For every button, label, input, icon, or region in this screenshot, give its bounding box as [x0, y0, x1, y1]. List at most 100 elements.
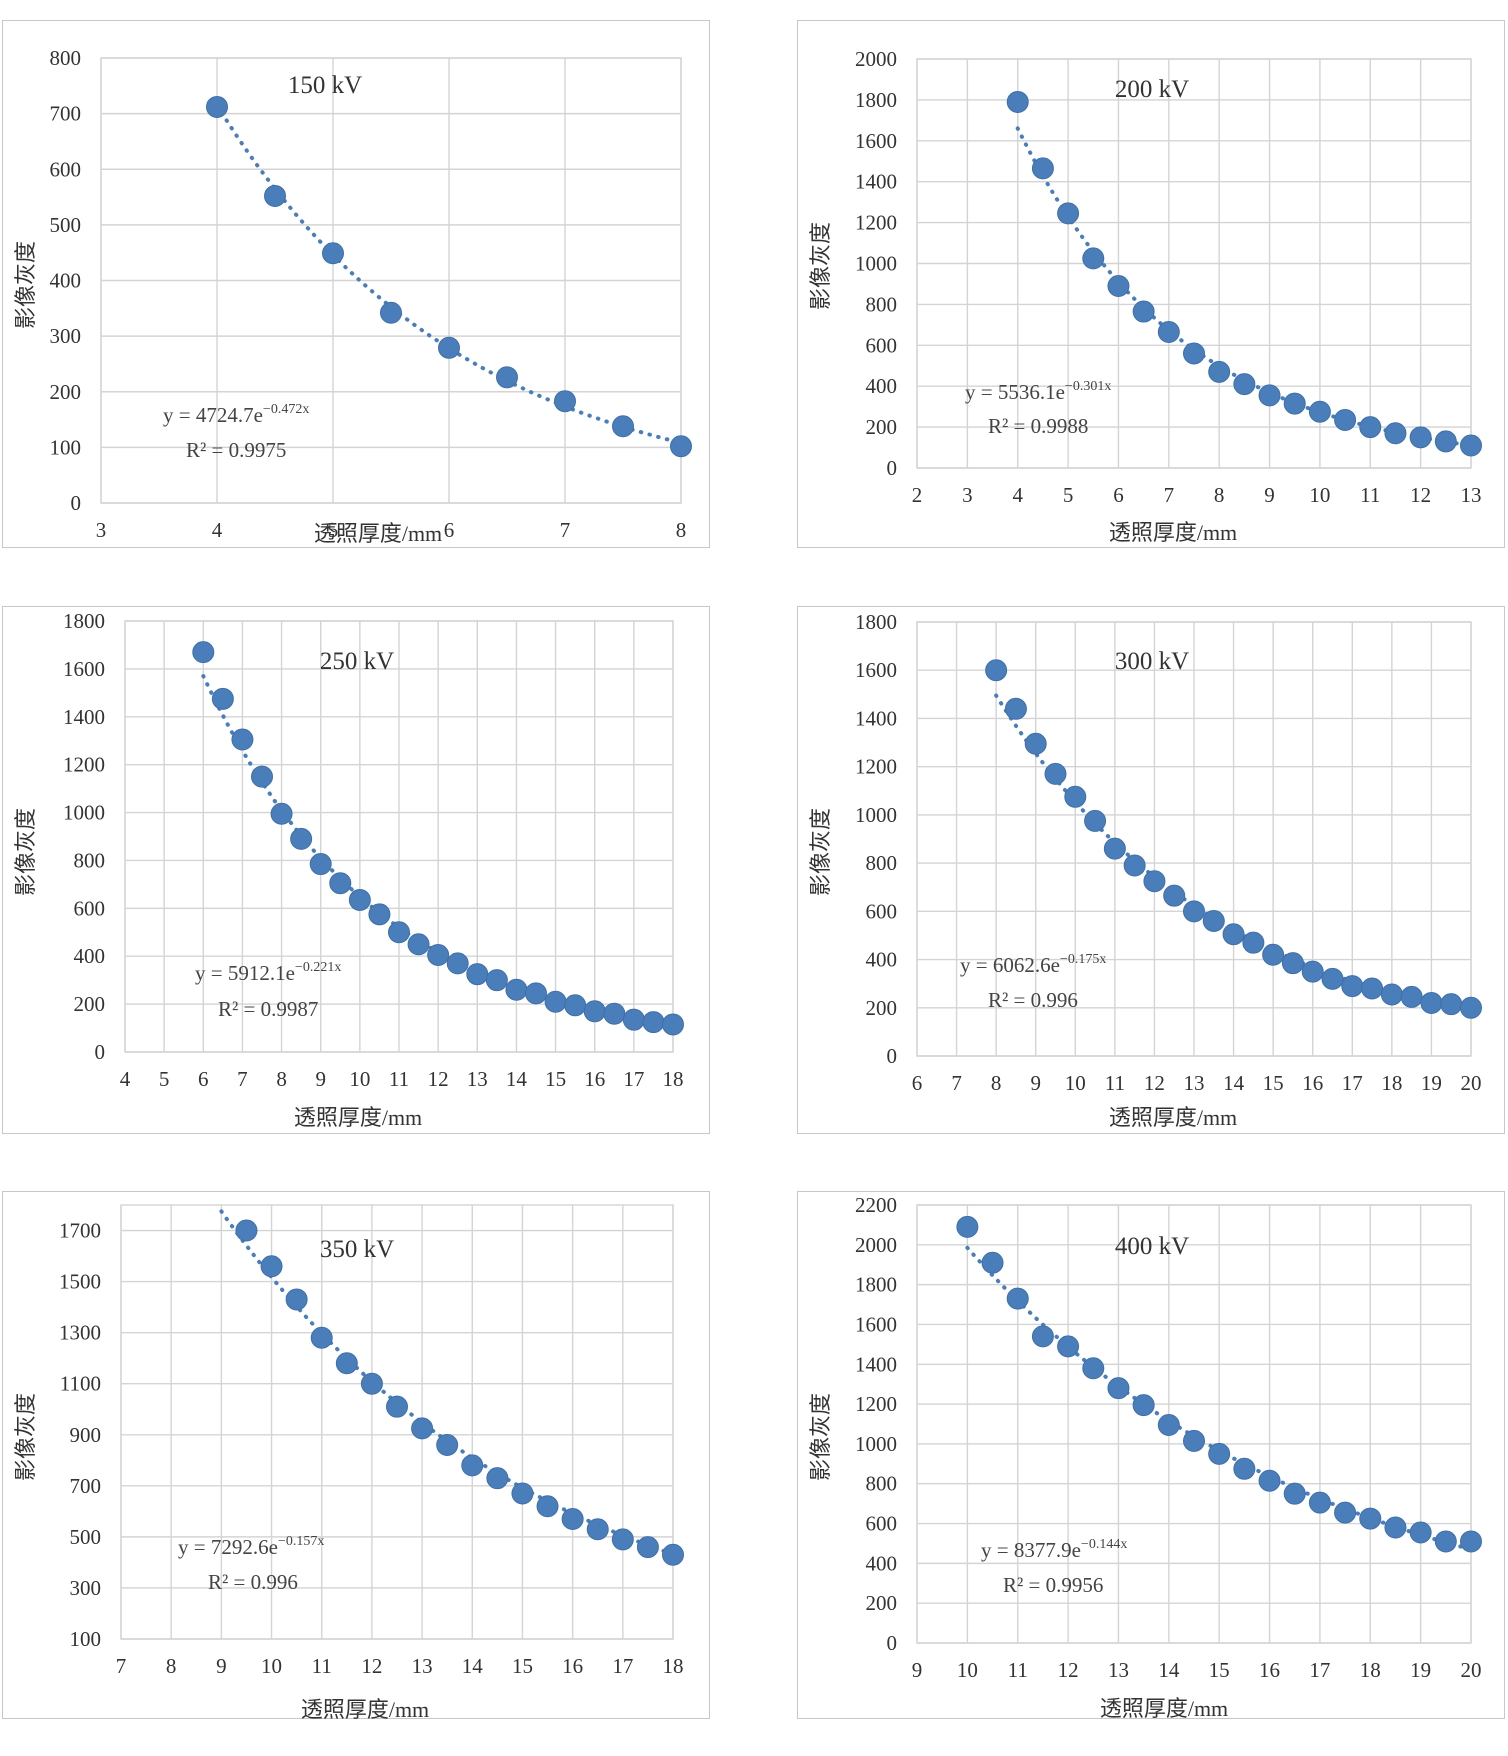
y-tick-label: 200	[50, 380, 82, 404]
equation-exponent: −0.144x	[1081, 1537, 1127, 1552]
x-tick-label: 8	[991, 1071, 1002, 1095]
y-tick-label: 1600	[855, 658, 897, 682]
data-point	[386, 1395, 408, 1418]
data-point	[1359, 1507, 1382, 1530]
equation-base: y = 4724.7e	[163, 403, 263, 427]
x-tick-label: 12	[428, 1067, 449, 1091]
data-point	[322, 242, 344, 265]
r-squared: R² = 0.9987	[218, 997, 318, 1021]
equation-base: y = 6062.6e	[960, 953, 1060, 977]
data-point	[310, 1326, 333, 1349]
trend-equation: y = 5912.1e−0.221x	[195, 960, 341, 985]
trendline	[1015, 126, 1473, 448]
data-points	[235, 1219, 684, 1566]
x-tick-label: 10	[1309, 483, 1330, 507]
data-point	[1258, 1469, 1281, 1492]
data-point	[235, 1219, 258, 1242]
x-tick-label: 3	[96, 518, 107, 542]
data-point	[1132, 300, 1155, 323]
y-tick-label: 1400	[855, 706, 897, 730]
data-point	[485, 969, 508, 992]
trend-equation: y = 7292.6e−0.157x	[178, 1534, 324, 1559]
equation-base: y = 5912.1e	[195, 961, 295, 985]
data-point	[335, 1352, 358, 1375]
data-point	[411, 1417, 434, 1440]
y-tick-label: 300	[50, 324, 82, 348]
x-tick-label: 4	[212, 518, 223, 542]
data-point	[438, 336, 460, 359]
y-tick-label: 400	[866, 948, 898, 972]
y-axis-title: 影像灰度	[14, 808, 39, 896]
x-tick-label: 7	[1164, 483, 1175, 507]
y-tick-label: 100	[70, 1627, 102, 1651]
chart-title: 250 kV	[320, 648, 394, 675]
y-axis-title: 影像灰度	[14, 1393, 39, 1481]
x-tick-label: 18	[1360, 1658, 1381, 1682]
data-point	[1208, 360, 1231, 383]
x-tick-label: 6	[198, 1067, 209, 1091]
data-point	[622, 1008, 645, 1031]
x-tick-label: 14	[462, 1654, 484, 1678]
data-point	[1031, 1325, 1054, 1348]
data-point	[1384, 1516, 1407, 1539]
x-tick-label: 11	[1008, 1658, 1028, 1682]
trend-equation: y = 5536.1e−0.301x	[965, 379, 1111, 404]
equation-exponent: −0.175x	[1060, 952, 1106, 967]
gridlines	[100, 57, 682, 504]
data-point	[1334, 408, 1357, 431]
data-point	[1384, 422, 1407, 445]
chart-panel-200kv: 2 3 4 5 6 7 8 9 10 11 12 13 0 200 400 600 800 1000 1200 140…	[797, 20, 1505, 548]
x-tick-label: 9	[1264, 483, 1275, 507]
y-tick-label: 500	[70, 1525, 102, 1549]
data-point	[461, 1454, 484, 1477]
y-tick-label: 1800	[855, 1273, 897, 1297]
data-point	[1107, 1377, 1130, 1400]
gridlines	[916, 621, 1472, 1057]
data-point	[1341, 975, 1364, 998]
x-tick-label: 17	[1342, 1071, 1363, 1095]
y-tick-label: 400	[866, 374, 898, 398]
data-point	[1157, 1413, 1180, 1436]
y-tick-label: 1500	[59, 1270, 101, 1294]
x-tick-label: 5	[159, 1067, 170, 1091]
data-point	[1308, 1491, 1331, 1514]
data-point	[1460, 1530, 1482, 1553]
y-axis-title: 影像灰度	[14, 241, 39, 329]
y-tick-label: 800	[866, 292, 898, 316]
data-point	[1308, 400, 1331, 423]
data-point	[1082, 1357, 1105, 1380]
equation-exponent: −0.157x	[278, 1534, 324, 1549]
data-point	[956, 1215, 979, 1238]
x-tick-label: 12	[1144, 1071, 1165, 1095]
data-point	[260, 1255, 283, 1278]
data-point	[1242, 931, 1265, 954]
data-point	[1233, 373, 1256, 396]
data-point	[1183, 1429, 1205, 1452]
data-point	[1163, 884, 1186, 907]
data-point	[1420, 991, 1443, 1014]
y-tick-label: 1300	[59, 1321, 101, 1345]
data-point	[564, 994, 587, 1017]
y-tick-label: 1200	[63, 753, 105, 777]
data-point	[1082, 247, 1105, 270]
y-tick-label: 200	[74, 992, 106, 1016]
data-point	[1434, 430, 1457, 453]
data-point	[206, 95, 228, 118]
data-point	[544, 990, 567, 1013]
x-tick-label: 9	[216, 1654, 227, 1678]
x-tick-label: 15	[545, 1067, 566, 1091]
chart-title: 150 kV	[288, 72, 362, 99]
data-point	[251, 765, 273, 788]
y-axis-title: 影像灰度	[809, 808, 834, 896]
data-point	[1359, 416, 1382, 439]
x-tick-label: 18	[1381, 1071, 1402, 1095]
data-point	[285, 1288, 308, 1311]
x-tick-label: 15	[1209, 1658, 1230, 1682]
data-point	[612, 415, 634, 438]
equation-base: y = 5536.1e	[965, 380, 1065, 404]
data-point	[1202, 909, 1225, 932]
data-point	[360, 1372, 383, 1395]
x-tick-label: 12	[1058, 1658, 1079, 1682]
data-point	[670, 435, 692, 458]
y-tick-label: 1800	[855, 610, 897, 634]
